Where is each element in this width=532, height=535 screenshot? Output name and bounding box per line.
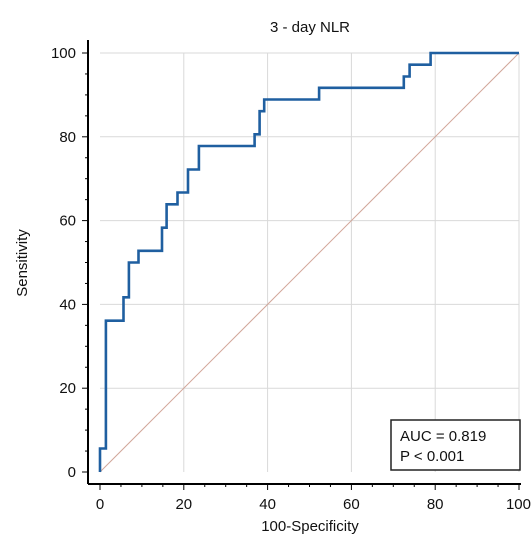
x-axis-label: 100-Specificity: [261, 518, 359, 535]
chart-title: 3 - day NLR: [270, 19, 350, 36]
y-tick-label: 40: [59, 296, 76, 313]
y-tick-label: 60: [59, 213, 76, 230]
y-tick-label: 80: [59, 129, 76, 146]
tick-labels: 0 20 40 60 80 100 0 20 40 60 80 100: [51, 45, 531, 513]
grid-lines: [100, 52, 520, 472]
y-tick-label: 20: [59, 380, 76, 397]
x-tick-label: 100: [506, 496, 531, 513]
y-tick-label: 100: [51, 45, 76, 62]
x-tick-label: 20: [175, 496, 192, 513]
axes: [82, 40, 521, 490]
reference-diagonal: [99, 52, 520, 473]
y-axis-label: Sensitivity: [14, 229, 31, 297]
x-tick-label: 40: [259, 496, 276, 513]
p-value-label: P < 0.001: [400, 448, 464, 465]
auc-box: AUC = 0.819 P < 0.001: [390, 419, 521, 471]
x-tick-label: 0: [96, 496, 104, 513]
auc-label: AUC = 0.819: [400, 428, 486, 445]
roc-curve: [98, 51, 519, 472]
x-tick-label: 60: [343, 496, 360, 513]
x-tick-label: 80: [427, 496, 444, 513]
y-tick-label: 0: [68, 464, 76, 481]
